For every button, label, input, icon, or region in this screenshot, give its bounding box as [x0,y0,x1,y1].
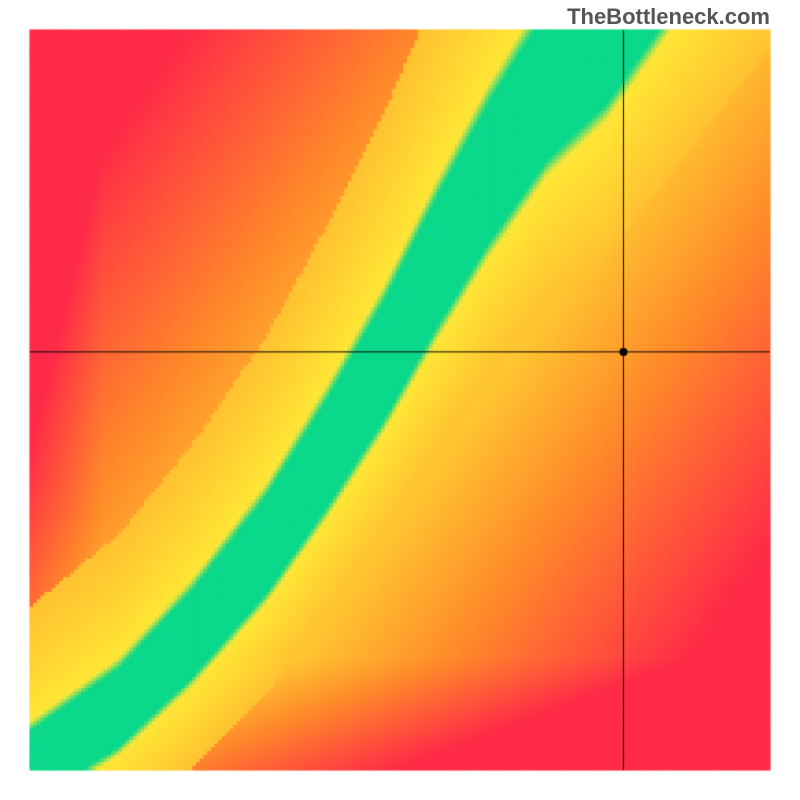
watermark-text: TheBottleneck.com [567,4,770,30]
chart-container: TheBottleneck.com [0,0,800,800]
bottleneck-heatmap [0,0,800,800]
